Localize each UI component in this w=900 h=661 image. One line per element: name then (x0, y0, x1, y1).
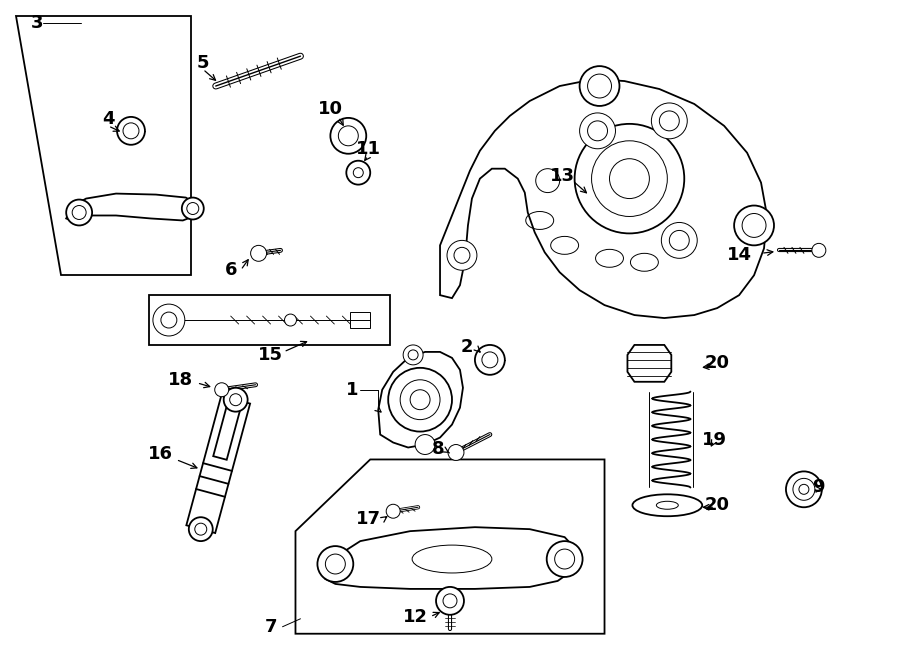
Circle shape (609, 159, 650, 198)
Circle shape (400, 380, 440, 420)
Circle shape (660, 111, 680, 131)
Circle shape (354, 168, 364, 178)
Circle shape (580, 66, 619, 106)
Text: 12: 12 (402, 608, 428, 626)
Polygon shape (627, 345, 671, 382)
Text: 17: 17 (356, 510, 381, 528)
Text: 5: 5 (196, 54, 209, 72)
Polygon shape (326, 527, 578, 589)
Text: 19: 19 (702, 430, 726, 449)
Circle shape (652, 103, 688, 139)
Circle shape (215, 383, 229, 397)
Circle shape (72, 206, 86, 219)
Polygon shape (186, 396, 250, 533)
Text: 6: 6 (224, 261, 237, 279)
Circle shape (482, 352, 498, 368)
Text: 14: 14 (726, 247, 752, 264)
Circle shape (117, 117, 145, 145)
Polygon shape (378, 352, 463, 447)
Circle shape (187, 202, 199, 214)
Circle shape (670, 231, 689, 251)
Text: 20: 20 (705, 496, 730, 514)
Circle shape (123, 123, 139, 139)
Circle shape (153, 304, 184, 336)
Circle shape (189, 517, 212, 541)
Circle shape (580, 113, 616, 149)
Circle shape (536, 169, 560, 192)
Circle shape (415, 434, 435, 455)
Circle shape (591, 141, 667, 217)
Text: 11: 11 (356, 139, 381, 158)
Text: 2: 2 (461, 338, 473, 356)
Circle shape (284, 314, 296, 326)
Bar (350, 312, 370, 328)
Polygon shape (16, 17, 191, 275)
Circle shape (786, 471, 822, 507)
Circle shape (443, 594, 457, 608)
Polygon shape (213, 398, 242, 460)
Text: 20: 20 (705, 354, 730, 372)
Text: 1: 1 (346, 381, 358, 399)
Circle shape (67, 200, 92, 225)
Circle shape (388, 368, 452, 432)
Circle shape (386, 504, 400, 518)
Circle shape (447, 241, 477, 270)
Circle shape (475, 345, 505, 375)
Circle shape (588, 121, 608, 141)
Text: 13: 13 (550, 167, 575, 184)
Polygon shape (148, 295, 391, 345)
Circle shape (346, 161, 370, 184)
Circle shape (326, 554, 346, 574)
Circle shape (182, 198, 203, 219)
Circle shape (588, 74, 611, 98)
Circle shape (448, 444, 464, 461)
Circle shape (161, 312, 176, 328)
Circle shape (742, 214, 766, 237)
Circle shape (546, 541, 582, 577)
Circle shape (734, 206, 774, 245)
Text: 18: 18 (168, 371, 194, 389)
Text: 7: 7 (265, 618, 277, 636)
Circle shape (224, 388, 248, 412)
Circle shape (454, 247, 470, 263)
Circle shape (194, 524, 207, 535)
Text: 3: 3 (32, 15, 44, 32)
Circle shape (410, 390, 430, 410)
Circle shape (662, 223, 698, 258)
Text: 9: 9 (813, 479, 825, 496)
Circle shape (554, 549, 574, 569)
Circle shape (403, 345, 423, 365)
Circle shape (812, 243, 826, 257)
Circle shape (318, 546, 354, 582)
Circle shape (250, 245, 266, 261)
Polygon shape (295, 459, 605, 634)
Polygon shape (67, 194, 199, 221)
Text: 8: 8 (432, 440, 445, 459)
Circle shape (574, 124, 684, 233)
Circle shape (793, 479, 814, 500)
Circle shape (230, 394, 241, 406)
Circle shape (436, 587, 464, 615)
Circle shape (408, 350, 418, 360)
Polygon shape (440, 79, 767, 318)
Text: 16: 16 (148, 446, 174, 463)
Text: 4: 4 (102, 110, 114, 128)
Circle shape (330, 118, 366, 154)
Circle shape (338, 126, 358, 146)
Text: 10: 10 (318, 100, 343, 118)
Text: 15: 15 (258, 346, 284, 364)
Circle shape (799, 485, 809, 494)
